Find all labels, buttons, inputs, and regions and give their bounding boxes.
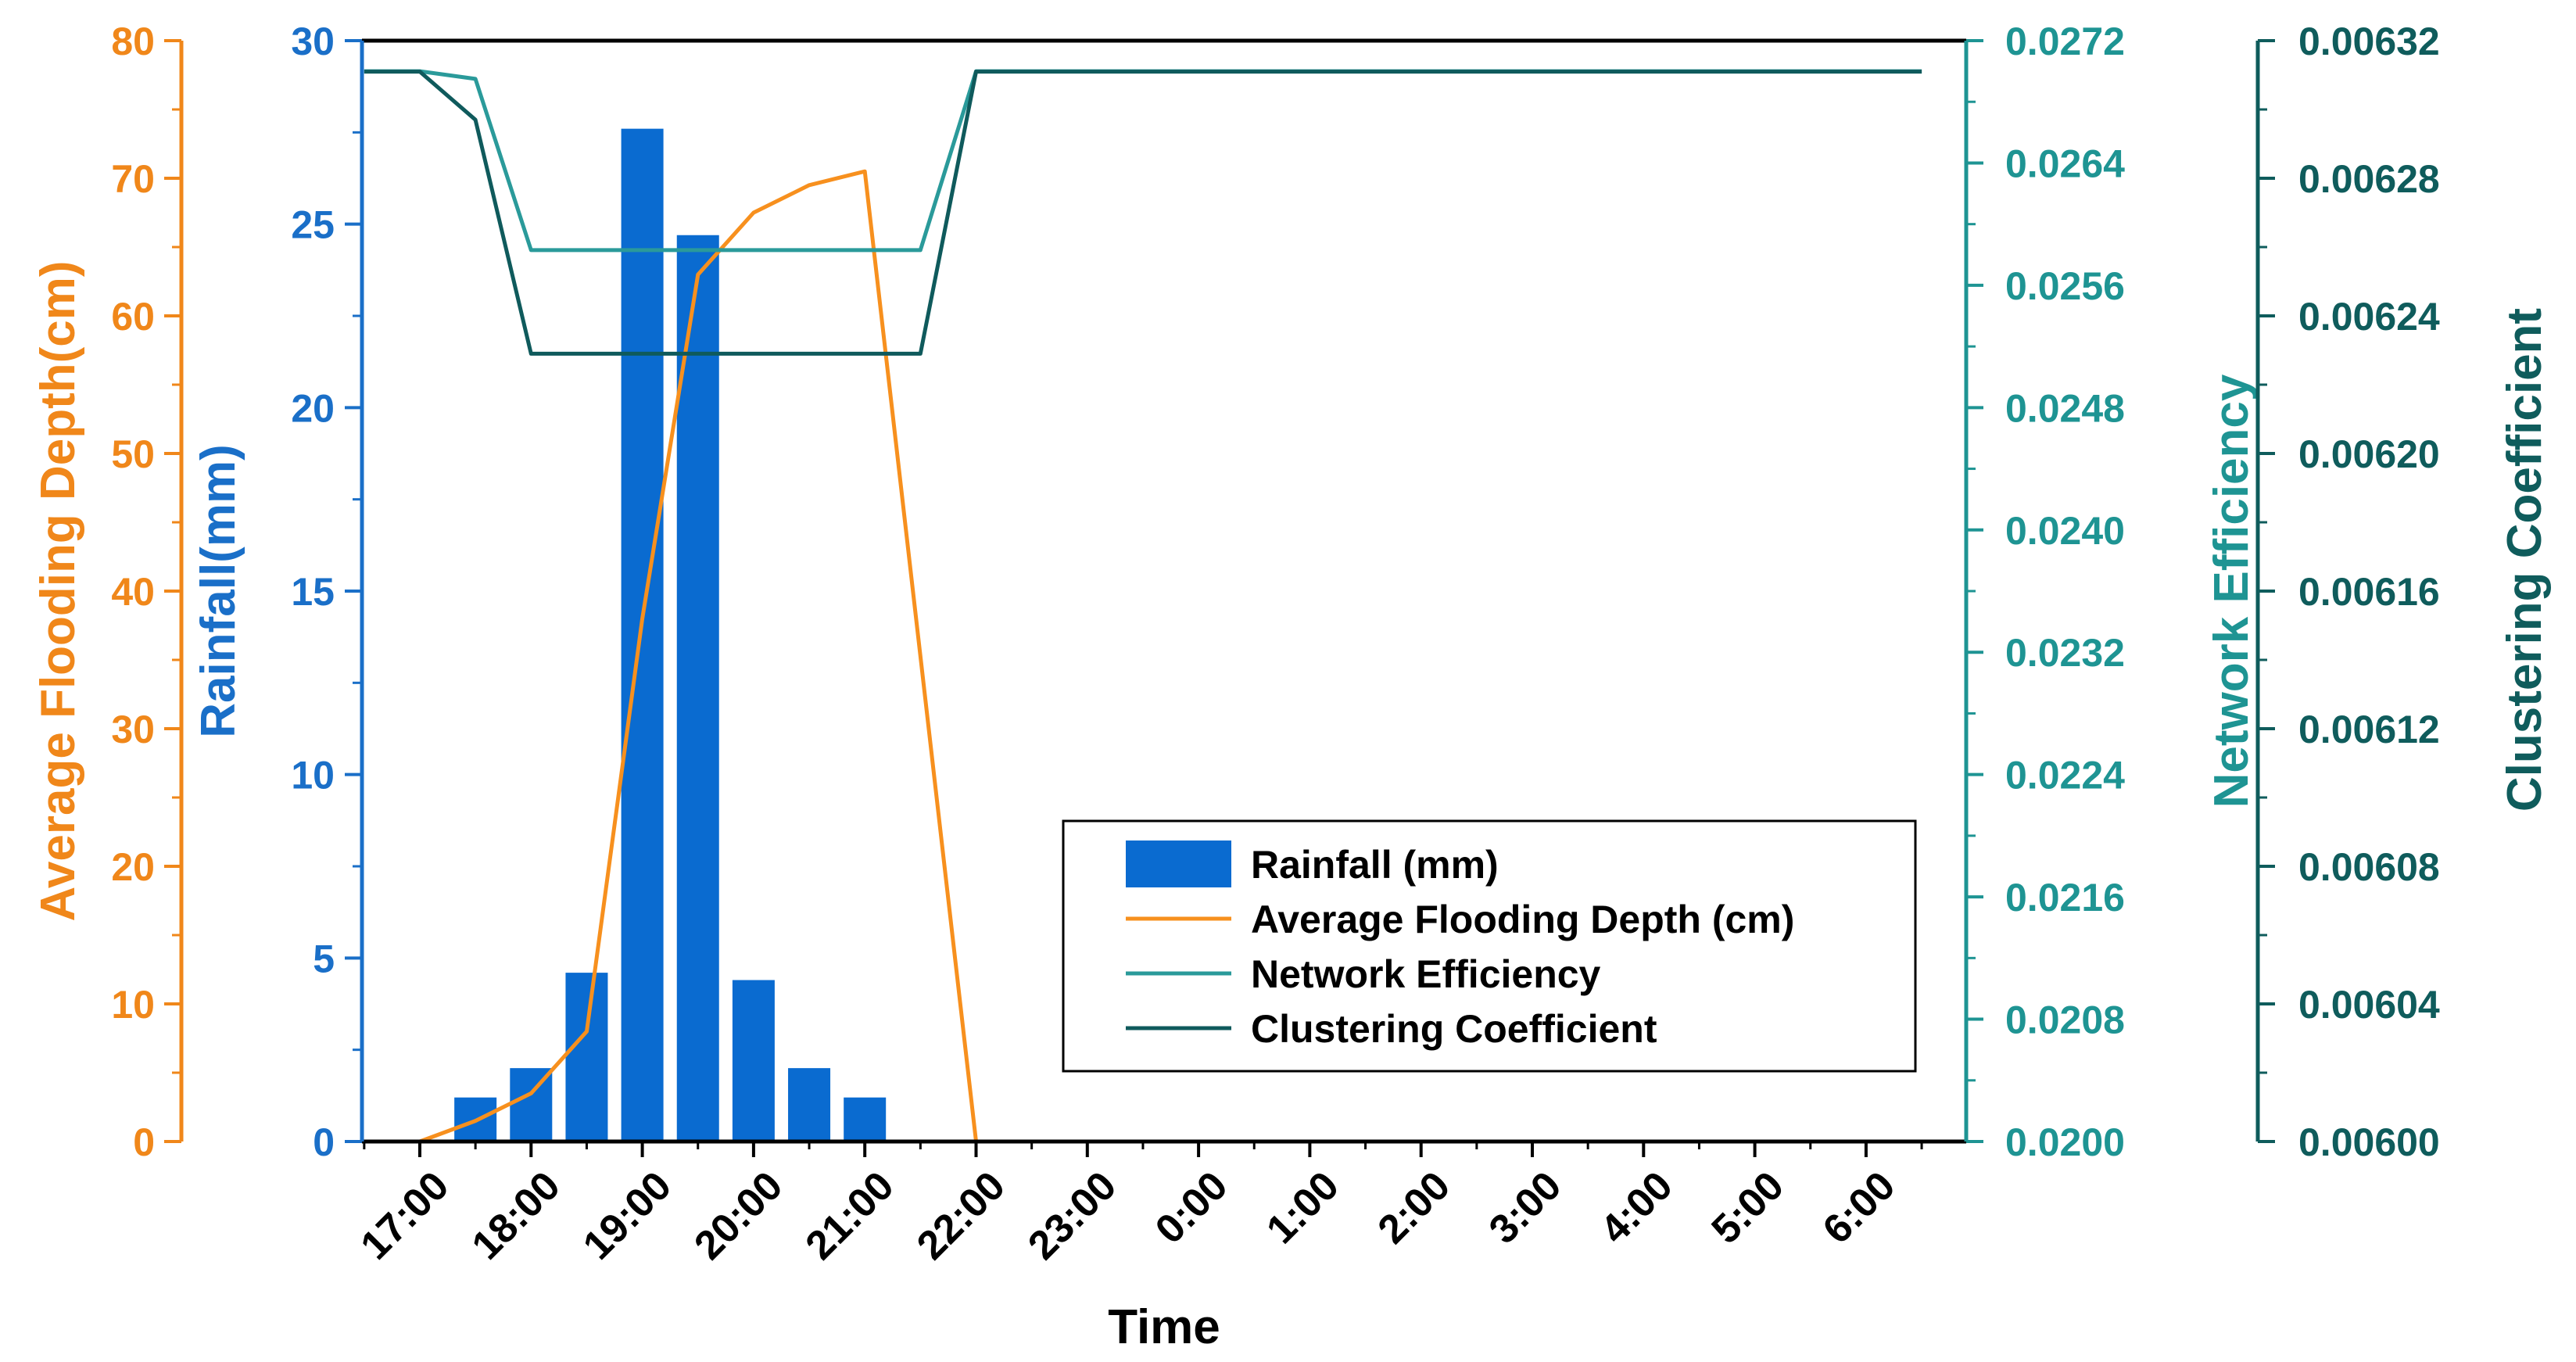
rain-tick-label: 15 [291, 570, 335, 614]
average-flooding-depth-line [419, 169, 978, 1144]
eff-axis-title: Network Efficiency [2205, 374, 2259, 808]
clus-tick-label: 0.00604 [2298, 983, 2440, 1027]
flood-tick-label: 40 [111, 570, 155, 614]
flood-tick-label: 30 [111, 708, 155, 751]
eff-tick-label: 0.0248 [2005, 386, 2125, 430]
flood-tick-label: 50 [111, 432, 155, 476]
legend-entry-label: Network Efficiency [1251, 952, 1601, 996]
rain-axis-title: Rainfall(mm) [192, 444, 245, 737]
clus-axis-title: Clustering Coefficient [2498, 308, 2552, 812]
clus-axis: 0.00600 0.00604 0.00608 0.00612 0.00616 0.006… [2255, 20, 2552, 1164]
rain-tick-label: 5 [313, 937, 335, 980]
clus-tick-label: 0.00600 [2298, 1120, 2440, 1164]
eff-tick-label: 0.0208 [2005, 998, 2125, 1042]
rain-tick-label: 30 [291, 20, 335, 63]
clus-tick-label: 0.00624 [2298, 295, 2440, 339]
rainfall-bar [732, 980, 775, 1142]
rain-tick-label: 25 [291, 203, 335, 247]
eff-tick-label: 0.0240 [2005, 509, 2125, 553]
x-axis-title: Time [1108, 1300, 1220, 1354]
clus-tick-label: 0.00628 [2298, 157, 2440, 201]
rain-axis: 0 5 10 15 20 25 30 Rainfall(mm) [192, 20, 364, 1164]
eff-tick-label: 0.0224 [2005, 754, 2125, 797]
eff-tick-label: 0.0232 [2005, 631, 2125, 675]
clus-tick-label: 0.00608 [2298, 845, 2440, 889]
legend-swatch-bar [1126, 840, 1231, 887]
eff-tick-label: 0.0264 [2005, 142, 2125, 185]
clus-tick-label: 0.00616 [2298, 570, 2440, 614]
legend-entry-label: Clustering Coefficient [1251, 1007, 1657, 1051]
eff-axis: 0.0200 0.0208 0.0216 0.0224 0.0232 0.0240 0.02… [1964, 20, 2259, 1164]
clus-tick-label: 0.00620 [2298, 432, 2440, 476]
eff-tick-label: 0.0200 [2005, 1120, 2125, 1164]
rain-tick-label: 20 [291, 386, 335, 430]
eff-tick-label: 0.0256 [2005, 264, 2125, 308]
rainfall-bar [788, 1068, 831, 1142]
plot-area [364, 69, 1922, 1144]
rainfall-bar [844, 1097, 887, 1142]
flood-tick-label: 0 [133, 1120, 155, 1164]
flood-tick-label: 10 [111, 983, 155, 1027]
flood-axis: 0 10 20 30 40 50 60 70 80 Average Flooding Depth(… [31, 20, 184, 1164]
network-efficiency-line [364, 69, 1922, 253]
rain-tick-label: 10 [291, 754, 335, 797]
axes: 17:00 18:00 19:00 20:00 21:00 22:00 23:00 0:00 1… [31, 20, 2552, 1354]
legend-entry-label: Rainfall (mm) [1251, 843, 1499, 887]
rainfall-bar [565, 973, 608, 1142]
clustering-coefficient-line [364, 70, 1922, 356]
flood-tick-label: 60 [111, 295, 155, 339]
eff-tick-label: 0.0216 [2005, 876, 2125, 919]
flood-axis-title: Average Flooding Depth(cm) [31, 260, 85, 921]
rainfall-bar [676, 235, 719, 1142]
flood-tick-label: 70 [111, 157, 155, 201]
rainfall-bar [621, 128, 664, 1142]
clus-tick-label: 0.00632 [2298, 20, 2440, 63]
flood-tick-label: 20 [111, 845, 155, 889]
legend: Rainfall (mm) Average Flooding Depth (cm)… [1062, 819, 1917, 1073]
legend-entry-label: Average Flooding Depth (cm) [1251, 898, 1794, 941]
flood-tick-label: 80 [111, 20, 155, 63]
clus-tick-label: 0.00612 [2298, 708, 2440, 751]
rain-tick-label: 0 [313, 1120, 335, 1164]
eff-tick-label: 0.0272 [2005, 20, 2125, 63]
